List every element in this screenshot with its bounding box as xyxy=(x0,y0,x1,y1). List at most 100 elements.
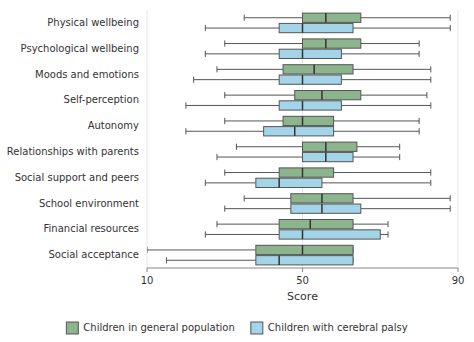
cap-low xyxy=(236,144,237,150)
whisker-low xyxy=(147,249,256,250)
median xyxy=(325,39,327,48)
category-label: Moods and emotions xyxy=(35,69,139,80)
box xyxy=(217,219,388,228)
axis-title: Score xyxy=(287,290,318,303)
whisker-low xyxy=(225,120,283,121)
box xyxy=(225,90,427,99)
whisker-low xyxy=(205,53,279,54)
median xyxy=(302,23,304,32)
whisker-high xyxy=(334,120,420,121)
median xyxy=(325,152,327,161)
cap-low xyxy=(224,206,225,212)
median xyxy=(302,101,304,110)
box xyxy=(147,245,353,254)
box xyxy=(205,49,419,58)
box-iqr xyxy=(279,101,341,110)
box-iqr xyxy=(291,204,361,213)
cap-high xyxy=(419,40,420,46)
median xyxy=(278,178,280,187)
box xyxy=(205,23,450,32)
median xyxy=(302,230,304,239)
box-iqr xyxy=(264,127,334,136)
box xyxy=(217,65,431,74)
box-iqr xyxy=(303,142,357,151)
box-iqr xyxy=(279,219,353,228)
median xyxy=(321,204,323,213)
cap-high xyxy=(388,231,389,237)
cap-high xyxy=(419,51,420,57)
whisker-high xyxy=(341,105,430,106)
median xyxy=(321,194,323,203)
cap-low xyxy=(224,40,225,46)
box xyxy=(186,101,431,110)
tick xyxy=(147,268,148,272)
cap-low xyxy=(185,128,186,134)
box xyxy=(225,39,419,48)
median xyxy=(313,65,315,74)
box xyxy=(225,168,431,177)
cap-low xyxy=(185,102,186,108)
tick xyxy=(458,268,459,272)
cap-low xyxy=(216,154,217,160)
whisker-low xyxy=(225,172,279,173)
cap-high xyxy=(450,25,451,31)
median xyxy=(321,90,323,99)
whisker-high xyxy=(357,146,400,147)
whisker-high xyxy=(353,198,450,199)
whisker-low xyxy=(225,43,303,44)
x-axis: 105090 xyxy=(141,268,465,286)
box xyxy=(244,194,450,203)
cap-high xyxy=(430,66,431,72)
plot-area xyxy=(147,13,450,265)
cap-low xyxy=(205,231,206,237)
cap-high xyxy=(426,92,427,98)
category-label: Financial resources xyxy=(44,223,139,234)
category-label: Self-perception xyxy=(64,94,139,105)
whisker-high xyxy=(380,234,388,235)
box-iqr xyxy=(256,178,322,187)
box-iqr xyxy=(256,245,353,254)
box xyxy=(236,142,399,151)
box xyxy=(244,13,450,22)
grid-line xyxy=(458,10,459,268)
median xyxy=(278,256,280,265)
whisker-low xyxy=(217,224,279,225)
legend-swatch xyxy=(251,322,263,334)
grid-line xyxy=(147,10,148,268)
grid-line xyxy=(302,10,303,268)
median xyxy=(302,116,304,125)
cap-high xyxy=(430,77,431,83)
cap-low xyxy=(224,118,225,124)
whisker-high xyxy=(341,79,430,80)
cap-low xyxy=(205,25,206,31)
cap-low xyxy=(166,257,167,263)
box-iqr xyxy=(283,65,353,74)
median xyxy=(294,127,296,136)
whisker-high xyxy=(361,208,450,209)
legend-swatch xyxy=(66,322,78,334)
cap-high xyxy=(419,118,420,124)
median xyxy=(302,245,304,254)
whisker-low xyxy=(244,17,302,18)
median xyxy=(325,142,327,151)
tick xyxy=(302,268,303,272)
whisker-high xyxy=(353,157,400,158)
cap-low xyxy=(224,169,225,175)
cap-high xyxy=(399,144,400,150)
median xyxy=(302,168,304,177)
category-label: Social support and peers xyxy=(15,172,139,183)
category-label: Physical wellbeing xyxy=(47,17,139,28)
category-label: School environment xyxy=(39,198,139,209)
whisker-high xyxy=(334,172,431,173)
category-label: Psychological wellbeing xyxy=(21,43,139,54)
cap-high xyxy=(388,221,389,227)
cap-high xyxy=(450,15,451,21)
chart: Physical wellbeing Psychological wellbein… xyxy=(0,0,474,342)
category-label: Autonomy xyxy=(88,120,139,131)
box xyxy=(205,230,388,239)
whisker-low xyxy=(186,131,264,132)
legend-label: Children with cerebral palsy xyxy=(268,322,408,333)
cap-high xyxy=(430,169,431,175)
cap-low xyxy=(244,195,245,201)
whisker-low xyxy=(186,105,279,106)
